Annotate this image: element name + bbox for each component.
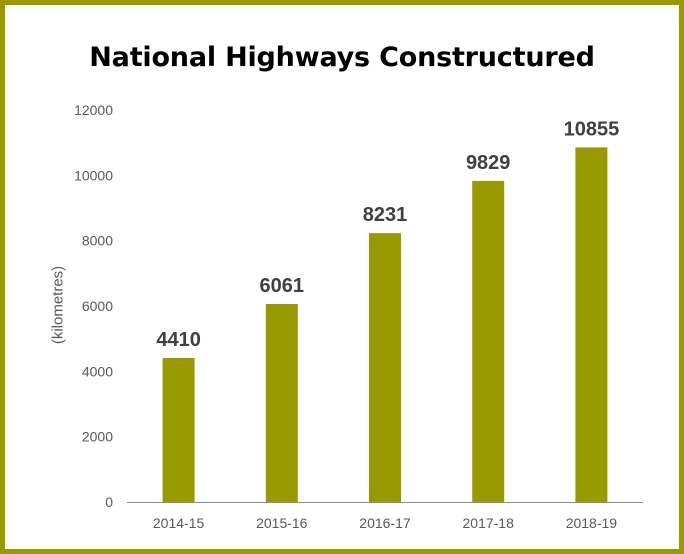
y-tick-label: 12000 xyxy=(74,102,113,118)
bar-data-label: 8231 xyxy=(363,204,408,226)
bar xyxy=(575,147,608,503)
y-tick-label: 2000 xyxy=(82,429,113,445)
bars xyxy=(162,147,608,503)
x-axis-ticks: 2014-15 2015-16 2016-17 2017-18 2018-19 xyxy=(153,515,617,531)
x-tick-label: 2016-17 xyxy=(359,515,411,531)
bar xyxy=(162,357,195,502)
bar-data-label: 9829 xyxy=(466,152,511,174)
data-labels: 4410 6061 8231 9829 10855 xyxy=(156,118,619,351)
bar-data-label: 4410 xyxy=(156,329,201,351)
y-tick-label: 8000 xyxy=(82,233,113,249)
x-tick-label: 2015-16 xyxy=(256,515,308,531)
chart-title: National Highways Constructured xyxy=(89,42,595,73)
bar xyxy=(472,180,505,503)
y-tick-label: 10000 xyxy=(74,167,113,183)
bar-data-label: 10855 xyxy=(564,118,620,140)
bar xyxy=(369,233,401,502)
y-tick-label: 0 xyxy=(105,494,113,510)
x-tick-label: 2017-18 xyxy=(463,515,515,531)
y-axis-ticks: 0 2000 4000 6000 8000 10000 12000 xyxy=(74,102,113,510)
bar xyxy=(265,304,298,502)
bar-data-label: 6061 xyxy=(260,275,305,297)
x-tick-label: 2014-15 xyxy=(153,515,205,531)
x-tick-label: 2018-19 xyxy=(566,515,618,531)
y-tick-label: 4000 xyxy=(82,363,113,379)
y-tick-label: 6000 xyxy=(82,298,113,314)
